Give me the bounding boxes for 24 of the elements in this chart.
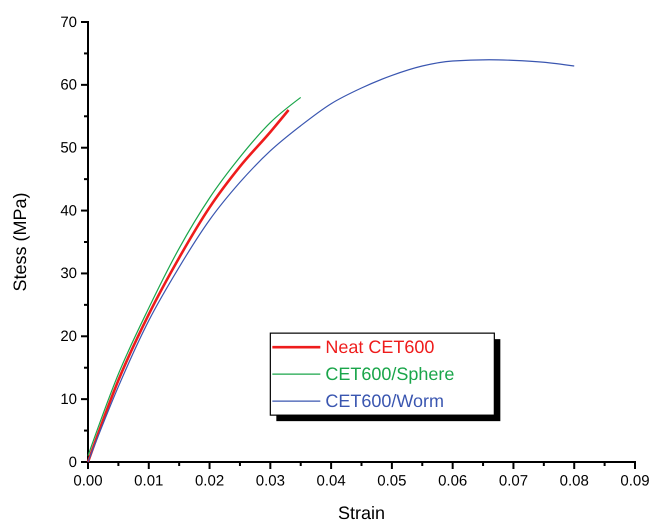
y-axis-title: Stess (MPa): [10, 192, 30, 292]
y-tick-label: 50: [60, 140, 77, 157]
y-tick-label: 60: [60, 76, 77, 94]
y-tick-label: 30: [60, 265, 77, 282]
x-tick-label: 0.06: [438, 472, 468, 490]
x-tick-label: 0.03: [256, 472, 285, 490]
x-tick-label: 0.02: [194, 472, 224, 490]
legend-label: Neat CET600: [325, 337, 434, 358]
x-tick-label: 0.05: [377, 472, 406, 490]
x-tick-label: 0.01: [134, 472, 164, 490]
legend-label: CET600/Sphere: [325, 364, 454, 384]
x-axis-title: Strain: [338, 503, 386, 523]
y-tick-label: 70: [60, 14, 77, 31]
legend-label: CET600/Worm: [325, 391, 444, 412]
x-tick-label: 0.04: [316, 472, 346, 490]
x-tick-label: 0.09: [620, 472, 650, 490]
y-tick-label: 40: [60, 202, 77, 220]
x-tick-label: 0.08: [560, 472, 589, 490]
y-tick-label: 20: [60, 328, 77, 346]
y-tick-label: 10: [60, 390, 77, 408]
y-tick-label: 0: [68, 454, 77, 471]
x-tick-label: 0.00: [73, 472, 103, 490]
x-tick-label: 0.07: [498, 472, 528, 490]
line-series: [87, 59, 575, 463]
